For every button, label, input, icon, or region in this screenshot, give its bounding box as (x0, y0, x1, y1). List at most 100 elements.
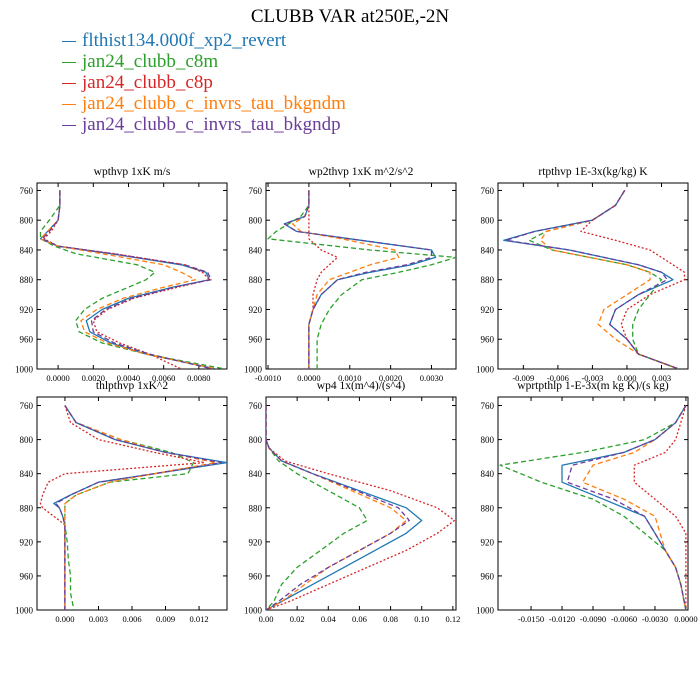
y-tick-label: 880 (249, 503, 263, 513)
y-tick-label: 840 (249, 469, 263, 479)
series-line-5 (505, 190, 680, 369)
chart-panel: thlpthvp 1xK^2 760 800 840 880 920 960 1000 0.00… (15, 380, 228, 624)
y-tick-label: 1000 (476, 365, 495, 375)
y-tick-label: 960 (20, 335, 34, 345)
x-tick-label: 0.003 (652, 373, 671, 383)
series-line-2 (64, 405, 195, 610)
x-tick-label: -0.0010 (255, 373, 281, 383)
x-tick-label: 0.12 (445, 614, 460, 624)
series-line-5 (266, 405, 410, 610)
series-line-2 (266, 405, 368, 610)
series-line-1 (53, 405, 227, 610)
x-tick-label: 0.0060 (152, 373, 175, 383)
y-tick-label: 1000 (244, 365, 263, 375)
y-tick-label: 760 (249, 401, 263, 411)
chart-panel: wprtpthlp 1-E-3x(m kg K)/(s kg) 760 800 840… (476, 380, 698, 624)
y-tick-label: 880 (20, 503, 34, 513)
chart-title: wp4 1x(m^4)/(s^4) (317, 380, 406, 392)
y-tick-label: 960 (481, 571, 495, 581)
y-tick-label: 800 (20, 435, 34, 445)
chart-title: wprtpthlp 1-E-3x(m kg K)/(s kg) (517, 380, 669, 392)
y-tick-label: 800 (481, 435, 495, 445)
series-line-2 (267, 190, 456, 369)
legend-label: flthist134.000f_xp2_revert (82, 30, 287, 51)
y-tick-label: 800 (20, 216, 34, 226)
y-tick-label: 920 (249, 305, 263, 315)
x-tick-label: 0.08 (383, 614, 398, 624)
legend-item: jan24_clubb_c8m (62, 51, 346, 72)
chart-panel: wpthvp 1xK m/s 760 800 840 880 920 960 1000 0.00… (15, 166, 228, 383)
x-tick-label: 0.0040 (117, 373, 140, 383)
y-tick-label: 1000 (244, 606, 263, 616)
y-tick-label: 1000 (15, 365, 34, 375)
y-tick-label: 1000 (476, 606, 495, 616)
series-line-1 (561, 405, 687, 610)
x-tick-label: 0.0010 (338, 373, 361, 383)
legend-item: jan24_clubb_c8p (62, 72, 346, 93)
series-line-4 (291, 190, 400, 369)
series-line-1 (283, 190, 437, 369)
series-line-2 (499, 405, 687, 610)
y-tick-label: 840 (481, 245, 495, 255)
chart-title: rtpthvp 1E-3x(kg/kg) K (538, 166, 648, 178)
x-tick-label: -0.006 (547, 373, 569, 383)
series-line-3 (266, 405, 456, 610)
y-tick-label: 880 (481, 503, 495, 513)
x-tick-label: -0.0150 (518, 614, 544, 624)
x-tick-label: 0.012 (189, 614, 208, 624)
plot-frame (265, 396, 457, 611)
x-tick-label: -0.0090 (580, 614, 606, 624)
x-tick-label: 0.0020 (82, 373, 105, 383)
series-line-1 (39, 190, 217, 369)
legend-label: jan24_clubb_c_invrs_tau_bkgndm (82, 93, 346, 114)
series-line-5 (283, 190, 433, 369)
x-tick-label: 0.0080 (187, 373, 210, 383)
x-tick-label: 0.0030 (420, 373, 443, 383)
y-tick-label: 760 (20, 186, 34, 196)
chart-title: thlpthvp 1xK^2 (96, 380, 168, 392)
legend: flthist134.000f_xp2_revert jan24_clubb_c8… (62, 30, 346, 135)
series-line-4 (539, 190, 680, 369)
x-tick-label: 0.02 (290, 614, 305, 624)
chart-title: wp2thvp 1xK m^2/s^2 (309, 166, 414, 178)
x-tick-label: 0.003 (89, 614, 108, 624)
y-tick-label: 840 (20, 469, 34, 479)
series-line-4 (582, 405, 687, 610)
y-tick-label: 1000 (15, 606, 34, 616)
y-tick-label: 920 (20, 537, 34, 547)
series-line-4 (266, 405, 407, 610)
plot-frame (497, 182, 689, 370)
legend-swatch (62, 125, 76, 126)
x-tick-label: 0.06 (352, 614, 367, 624)
x-tick-label: -0.0030 (642, 614, 668, 624)
chart-panel: rtpthvp 1E-3x(kg/kg) K 760 800 840 880 920 960… (476, 166, 689, 383)
y-tick-label: 800 (481, 216, 495, 226)
legend-item: jan24_clubb_c_invrs_tau_bkgndp (62, 114, 346, 135)
series-line-1 (503, 190, 680, 369)
y-tick-label: 840 (249, 245, 263, 255)
page-title: CLUBB VAR at250E,-2N (250, 6, 450, 27)
x-tick-label: 0.04 (321, 614, 337, 624)
series-line-3 (580, 190, 686, 369)
y-tick-label: 840 (20, 245, 34, 255)
plot-frame (265, 182, 457, 370)
y-tick-label: 760 (249, 186, 263, 196)
y-tick-label: 920 (20, 305, 34, 315)
y-tick-label: 760 (481, 401, 495, 411)
series-line-4 (64, 405, 217, 610)
chart-panel: wp2thvp 1xK m^2/s^2 760 800 840 880 920 960 100… (244, 166, 457, 383)
y-tick-label: 880 (249, 275, 263, 285)
legend-swatch (62, 41, 76, 42)
y-tick-label: 920 (249, 537, 263, 547)
series-line-5 (566, 405, 687, 610)
series-line-3 (308, 190, 339, 369)
x-tick-label: 0.0000 (674, 614, 697, 624)
legend-label: jan24_clubb_c8m (82, 51, 219, 72)
y-tick-label: 960 (249, 335, 263, 345)
chart-title: wpthvp 1xK m/s (94, 166, 171, 178)
x-tick-label: 0.009 (156, 614, 175, 624)
y-tick-label: 760 (481, 186, 495, 196)
y-tick-label: 760 (20, 401, 34, 411)
legend-label: jan24_clubb_c8p (82, 72, 213, 93)
